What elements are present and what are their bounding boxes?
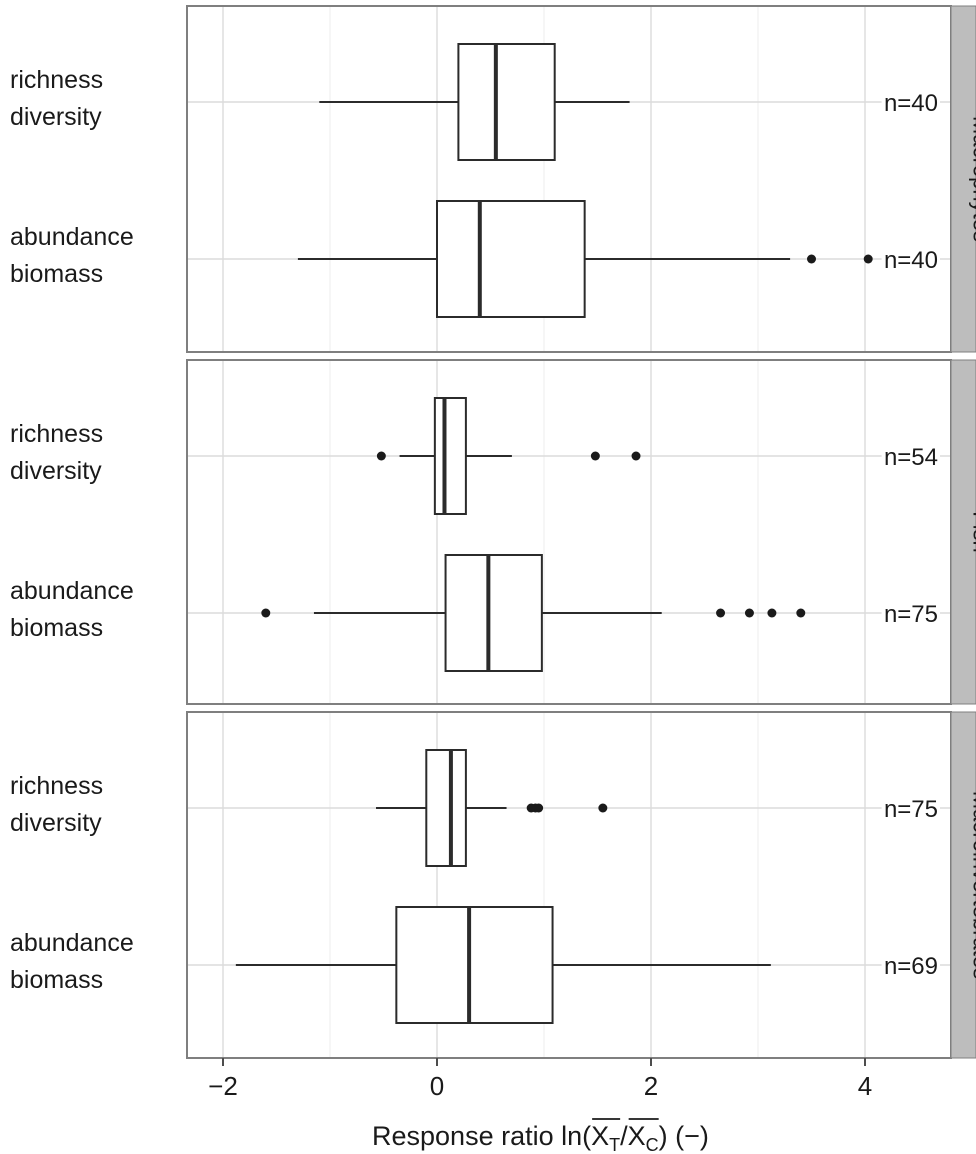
category-label: abundance biomass (10, 223, 134, 288)
sample-size-label: n=69 (884, 953, 938, 980)
panel-background (187, 360, 951, 704)
category-label-line: biomass (10, 260, 103, 288)
sample-size-label-bg (881, 952, 940, 978)
sample-size-label: n=75 (884, 601, 938, 628)
sample-size-label: n=40 (884, 247, 938, 274)
x-axis-title-text: ) (−) (659, 1121, 709, 1151)
facet-strip (950, 5, 976, 353)
outlier-point (261, 608, 271, 618)
x-tick-label: 4 (858, 1071, 872, 1101)
x-tick-label: −2 (208, 1071, 238, 1101)
facet-strip-label: Macrophytes (969, 116, 976, 242)
category-label: richness diversity (10, 420, 103, 485)
box-iqr (425, 749, 467, 867)
outlier-point (598, 803, 608, 813)
facet-strip (950, 359, 976, 705)
outlier-point (534, 803, 544, 813)
x-axis-title-subscript: C (646, 1135, 659, 1154)
category-label-line: richness (10, 420, 103, 448)
x-axis-title-text: / (620, 1121, 628, 1151)
category-label: richness diversity (10, 772, 103, 837)
x-tick-label: 2 (644, 1071, 658, 1101)
sample-size-label-bg (881, 600, 940, 626)
category-label-line: abundance (10, 577, 134, 605)
outlier-point (863, 254, 873, 264)
sample-size-label-bg (881, 795, 940, 821)
box-iqr (433, 397, 467, 515)
box-iqr (444, 554, 543, 672)
outlier-point (767, 608, 777, 618)
box-iqr (457, 43, 556, 161)
box-row: n=69 (235, 906, 940, 1024)
facet-strip-label: Fish (969, 511, 976, 553)
outlier-point (631, 451, 641, 461)
panel-macrophytes: n=40 richness diversity n=40 abundance biomas… (10, 5, 976, 353)
facet-strip-label: Macroinvertebrates (969, 791, 976, 979)
category-label-line: biomass (10, 614, 103, 642)
category-label: richness diversity (10, 66, 103, 131)
panel-fish: n=54 richness diversity n=75 abundance biomas… (10, 359, 976, 705)
category-label: abundance biomass (10, 929, 134, 994)
box-row: n=40 (297, 200, 940, 318)
category-label-line: diversity (10, 809, 102, 837)
x-axis-title-text: Response ratio ln( (372, 1121, 591, 1151)
category-label-line: abundance (10, 929, 134, 957)
category-label-line: diversity (10, 457, 102, 485)
facet-strip (950, 711, 976, 1059)
x-axis-title-letter: X (591, 1121, 609, 1151)
sample-size-label: n=54 (884, 444, 938, 471)
box-row: n=75 (376, 749, 940, 867)
outlier-point (796, 608, 806, 618)
box-row: n=75 (261, 554, 940, 672)
sample-size-label: n=75 (884, 796, 938, 823)
sample-size-label: n=40 (884, 90, 938, 117)
category-label: abundance biomass (10, 577, 134, 642)
sample-size-label-bg (881, 89, 940, 115)
outlier-point (716, 608, 726, 618)
category-label-line: abundance (10, 223, 134, 251)
box-row: n=40 (319, 43, 940, 161)
box-iqr (395, 906, 554, 1024)
box-iqr (436, 200, 586, 318)
category-label-line: diversity (10, 103, 102, 131)
panel-background (187, 712, 951, 1058)
sample-size-label-bg (881, 246, 940, 272)
box-row: n=54 (376, 397, 940, 515)
x-axis-title-subscript: T (609, 1135, 620, 1154)
outlier-point (376, 451, 386, 461)
outlier-point (590, 451, 600, 461)
category-label-line: richness (10, 772, 103, 800)
x-axis-title-letter: X (628, 1121, 646, 1151)
outlier-point (807, 254, 816, 264)
x-axis-title: Response ratio ln(XT/XC) (−) (372, 1121, 709, 1154)
outlier-point (744, 608, 754, 618)
category-label-line: richness (10, 66, 103, 94)
x-tick-label: 0 (430, 1071, 444, 1101)
sample-size-label-bg (881, 443, 940, 469)
category-label-line: biomass (10, 966, 103, 994)
panel-macroinvertebrates: n=75 richness diversity n=69 abundance biomas… (10, 711, 976, 1059)
